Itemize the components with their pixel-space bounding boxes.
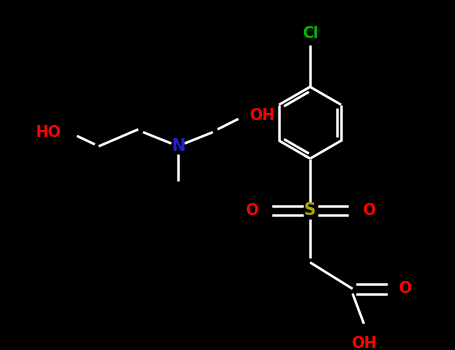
Text: O: O	[362, 203, 375, 218]
Text: N: N	[171, 137, 185, 155]
Text: Cl: Cl	[302, 27, 318, 42]
Text: OH: OH	[351, 336, 377, 350]
Text: O: O	[245, 203, 258, 218]
Text: HO: HO	[36, 125, 62, 140]
Text: S: S	[304, 202, 316, 219]
Text: O: O	[398, 281, 411, 296]
Text: OH: OH	[250, 108, 275, 122]
